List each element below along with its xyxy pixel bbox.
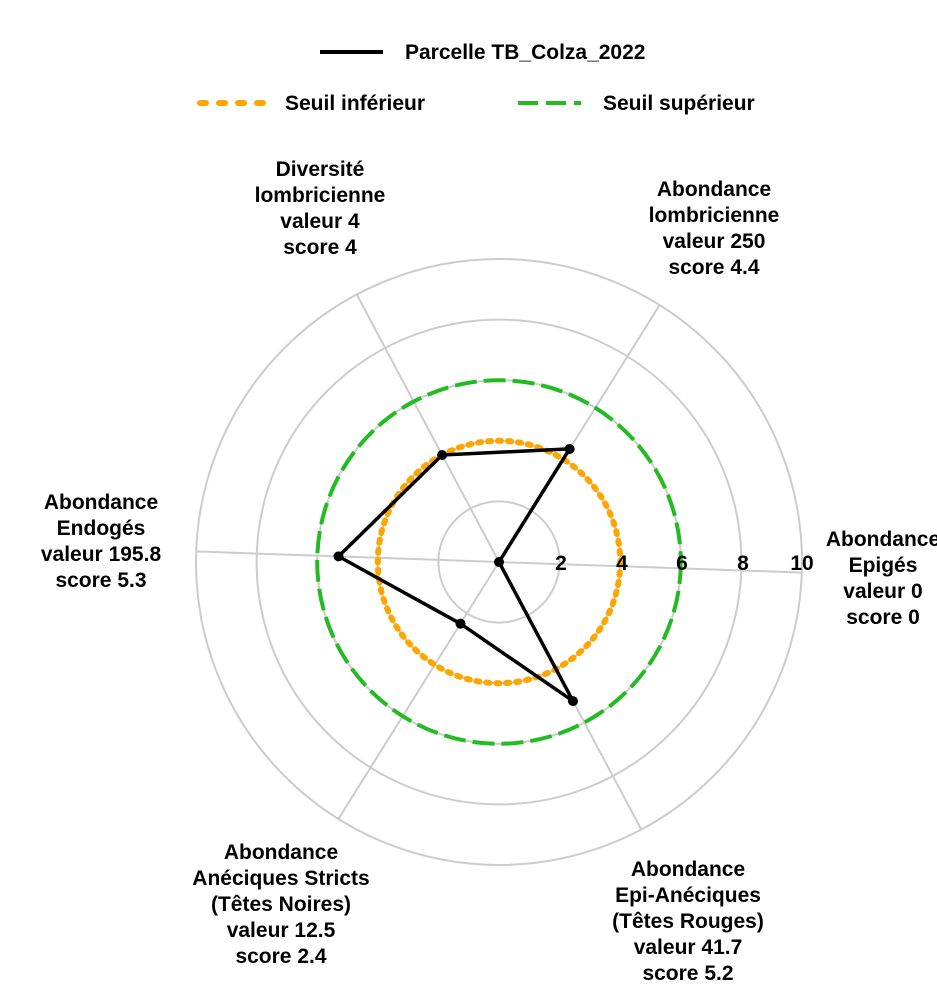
grid-circle-8 <box>255 318 743 806</box>
radial-tick-labels: 2 4 6 8 10 <box>555 552 814 575</box>
axis-label-line: score 5.2 <box>642 962 733 985</box>
tick-label-4: 4 <box>616 552 628 575</box>
axis-label-line: score 5.3 <box>55 569 146 592</box>
legend-label-parcelle: Parcelle TB_Colza_2022 <box>405 41 645 64</box>
axis-label-line: valeur 195.8 <box>41 543 162 566</box>
axis-label-line: (Têtes Rouges) <box>612 910 764 933</box>
axis-label-line: lombricienne <box>649 204 780 227</box>
tick-label-2: 2 <box>555 552 567 575</box>
radar-series <box>315 378 683 746</box>
spoke-line <box>196 550 500 563</box>
data-point-3 <box>333 551 344 562</box>
data-point-4 <box>455 618 466 629</box>
axis-label-line: Abondance <box>631 858 745 881</box>
spoke-line <box>337 561 500 820</box>
axis-label-line: valeur 12.5 <box>227 919 336 942</box>
spoke-line <box>498 561 802 574</box>
grid-circle-10 <box>195 258 803 866</box>
tick-label-6: 6 <box>676 552 688 575</box>
grid-circle-2 <box>437 500 561 624</box>
axis-label-line: valeur 41.7 <box>634 936 743 959</box>
data-point-1 <box>564 443 575 454</box>
axis-label-line: score 4 <box>283 236 357 259</box>
axis-label-line: Abondance <box>224 841 338 864</box>
axis-label-line: Abondance <box>657 178 771 201</box>
axis-label-1: Abondance lombricienne valeur 250 score 4.4 <box>649 178 780 279</box>
axis-label-line: Endogés <box>57 517 146 540</box>
spoke-line <box>355 293 500 563</box>
axis-labels: Abondance Epigés valeur 0 score 0 Abondance l… <box>41 158 937 985</box>
tick-label-10: 10 <box>790 552 813 575</box>
axis-label-line: lombricienne <box>255 184 386 207</box>
series-line-seuil-superieur <box>315 378 683 746</box>
data-point-5 <box>567 696 578 707</box>
axis-label-line: valeur 250 <box>663 230 766 253</box>
axis-label-line: valeur 0 <box>843 580 922 603</box>
axis-label-line: score 2.4 <box>235 945 326 968</box>
axis-label-line: valeur 4 <box>280 210 360 233</box>
axis-label-line: Diversité <box>276 158 365 181</box>
data-point-0 <box>494 557 504 567</box>
legend: Parcelle TB_Colza_2022 Seuil inférieur S… <box>197 41 755 115</box>
legend-label-seuil-inferieur: Seuil inférieur <box>285 92 425 115</box>
axis-label-4: Abondance Anéciques Stricts (Têtes Noires)… <box>192 841 369 968</box>
axis-label-line: Epigés <box>849 554 918 577</box>
series-line-seuil-inferieur <box>374 437 624 687</box>
axis-label-5: Abondance Epi-Anéciques (Têtes Rouges) vale… <box>612 858 764 985</box>
series-line-0 <box>336 447 575 703</box>
axis-label-2: Diversité lombricienne valeur 4 score 4 <box>255 158 386 259</box>
axis-label-line: score 4.4 <box>668 256 759 279</box>
legend-label-seuil-superieur: Seuil supérieur <box>603 92 755 115</box>
axis-label-line: (Têtes Noires) <box>211 893 351 916</box>
axis-label-line: Abondance <box>44 491 158 514</box>
axis-label-line: Abondance <box>826 528 937 551</box>
data-point-2 <box>437 449 448 460</box>
axis-label-line: Epi-Anéciques <box>615 884 761 907</box>
axis-label-line: Anéciques Stricts <box>192 867 369 890</box>
axis-label-3: Abondance Endogés valeur 195.8 score 5.3 <box>41 491 162 592</box>
tick-label-8: 8 <box>737 552 749 575</box>
axis-label-line: score 0 <box>846 606 920 629</box>
axis-label-0: Abondance Epigés valeur 0 score 0 <box>826 528 937 629</box>
